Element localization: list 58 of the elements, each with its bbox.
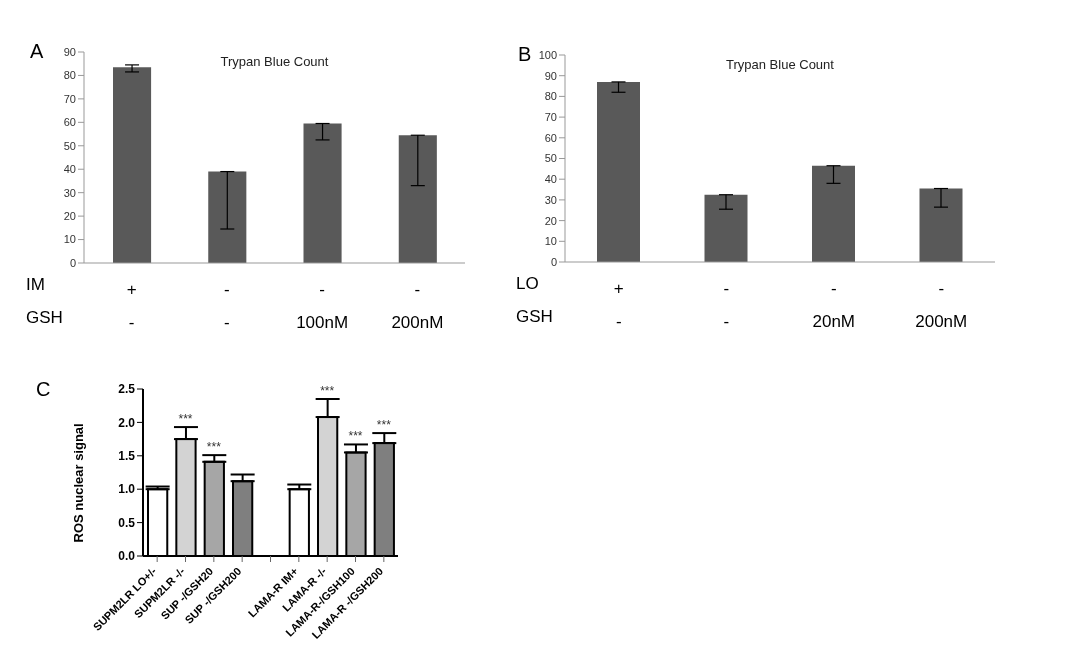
- y-tick-label: 0.5: [118, 515, 136, 530]
- annotation: ***: [206, 440, 222, 455]
- y-tick-label: 70: [544, 111, 557, 123]
- y-tick-label: 40: [63, 163, 76, 176]
- y-tick-label: 30: [63, 186, 76, 199]
- bar: [398, 135, 437, 263]
- y-tick-label: 90: [63, 45, 76, 58]
- annotation: ***: [320, 384, 335, 399]
- text: GSH: [26, 308, 63, 328]
- annotation: ***: [376, 418, 392, 433]
- y-tick-label: 80: [544, 90, 557, 103]
- x-tick-label: + -: [126, 280, 137, 332]
- bar: [113, 67, 152, 263]
- y-tick-label: 2.5: [118, 382, 136, 397]
- y-tick-label: 0: [550, 255, 557, 268]
- chart-title: Trypan Blue Count: [219, 54, 330, 69]
- x-tick-label: - -: [224, 280, 230, 332]
- text: GSH: [516, 307, 553, 327]
- text: LO: [516, 274, 539, 294]
- bar: [919, 188, 963, 262]
- y-tick-label: 70: [63, 92, 76, 105]
- y-tick-label: 50: [63, 139, 76, 152]
- chart-title: Trypan Blue Count: [725, 57, 835, 72]
- y-axis-title: ROS nuclear signal: [70, 423, 86, 543]
- y-tick-label: 0: [69, 256, 76, 269]
- y-tick-label: 100: [538, 48, 557, 61]
- y-tick-label: 0.0: [118, 549, 136, 564]
- x-tick-label: + -: [613, 279, 624, 331]
- y-tick-label: 80: [63, 69, 76, 82]
- y-tick-label: 60: [544, 131, 557, 144]
- y-tick-label: 10: [544, 235, 557, 248]
- annotation: ***: [178, 412, 193, 427]
- text: B: [518, 43, 532, 66]
- text: IM: [26, 275, 45, 295]
- x-tick-label: - 100nM: [296, 280, 349, 332]
- bar: [208, 171, 247, 263]
- bar: [303, 123, 342, 263]
- y-tick-label: 30: [544, 193, 557, 206]
- x-tick-label: - 20nM: [812, 279, 856, 331]
- y-tick-label: 10: [63, 233, 76, 246]
- bar: [704, 194, 748, 262]
- y-tick-label: 1.5: [118, 449, 136, 464]
- bar: [597, 81, 640, 262]
- y-tick-label: 90: [544, 69, 557, 82]
- x-tick-label: - -: [723, 279, 730, 331]
- y-tick-label: 40: [544, 173, 557, 186]
- text: C: [36, 378, 51, 401]
- bar: [812, 165, 855, 262]
- text: A: [30, 40, 44, 63]
- x-tick-label: - 200nM: [915, 279, 968, 331]
- y-tick-label: 20: [544, 214, 557, 227]
- y-tick-label: 1.0: [118, 482, 136, 497]
- y-tick-label: 60: [63, 116, 76, 129]
- x-tick-label: - 200nM: [391, 280, 444, 332]
- y-tick-label: 50: [544, 152, 557, 165]
- y-tick-label: 2.0: [118, 415, 136, 430]
- y-tick-label: 20: [63, 210, 76, 223]
- annotation: ***: [348, 429, 363, 444]
